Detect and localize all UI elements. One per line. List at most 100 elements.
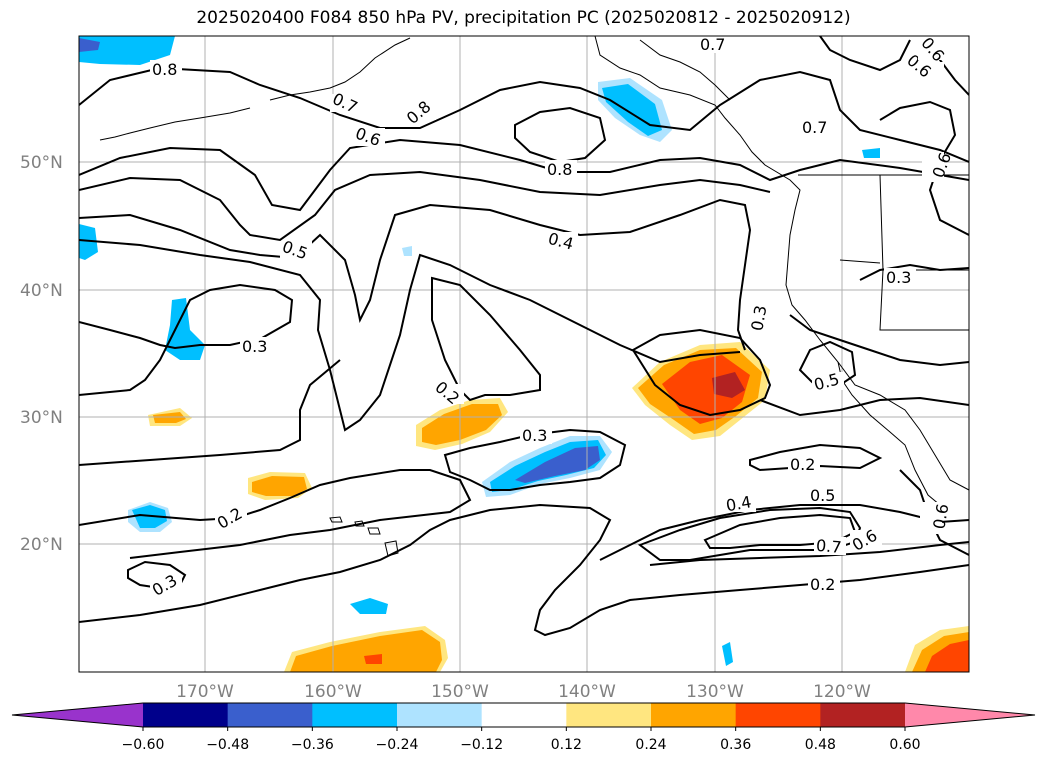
pv-contour [649,541,969,566]
contour-label: 0.3 [747,304,770,332]
colorbar-tick-label: −0.48 [206,737,249,753]
colorbar: −0.60 −0.48 −0.36 −0.24 −0.12 0.12 0.24 0.36 0.4… [11,702,1036,753]
contour-label: 0.3 [522,426,547,445]
contour-label-bg [918,36,950,60]
political-borders [798,174,969,331]
contour-label-bg [150,575,182,595]
contour-label-bg [240,337,272,355]
precip-region [364,654,382,664]
colorbar-tick-label: 0.48 [805,737,836,753]
precip-region [422,404,502,445]
colorbar-box [566,703,652,727]
colorbar-box [735,703,821,727]
contour-label: 0.8 [547,160,572,179]
contour-label-bg [520,426,552,444]
pv-contour [599,504,969,561]
colorbar-tick-label: 0.60 [889,737,920,753]
pv-contour [79,198,752,351]
contour-label: 0.5 [810,486,835,505]
pv-contour [859,263,969,281]
colorbar-tick-label: 0.12 [551,737,582,753]
colorbar-box [397,703,483,727]
pv-contour [631,328,772,417]
contour-label-bg [280,241,312,259]
coastline-hawaii [329,516,399,557]
precip-negative-shading [79,36,880,666]
pv-contour [79,170,771,242]
colorbar-box [227,703,313,727]
contour-label-bg [330,94,362,112]
contour-label-bg [432,384,464,404]
contour-label: 0.3 [242,337,267,356]
precip-region [515,446,600,483]
map-frame [78,35,970,673]
colorbar-box [143,703,229,727]
contour-label-bg [353,128,385,146]
precip-region [79,36,175,65]
contour-label-bg [922,152,944,182]
pv-contour [749,443,883,472]
contour-label: 0.4 [724,492,752,515]
contour-label-bg [884,268,916,286]
contour-label-bg [808,575,840,593]
contour-label-bg [404,102,436,120]
contour-label: 0.8 [152,60,177,79]
contour-label-bg [742,304,766,336]
coastline-north-america [594,36,969,491]
lat-tick-label: 20°N [20,535,63,555]
pv-contour [879,100,969,236]
pv-contour [759,396,969,417]
lon-tick-label: 160°W [304,682,362,702]
contour-label-bg [814,537,846,555]
contour-label-bg [912,62,944,80]
contour-label-bg [150,60,182,78]
coastline-islands [639,39,731,101]
precip-region [252,476,307,496]
pv-contour [443,428,627,491]
contour-label: 0.2 [810,575,835,594]
precip-region [79,38,100,52]
lat-tick-label: 40°N [20,281,63,301]
contour-label: 0.7 [700,35,725,54]
contour-label: 0.7 [802,118,827,137]
lon-axis: 170°W 160°W 150°W 140°W 130°W 120°W [176,682,871,702]
lat-tick-label: 30°N [20,408,63,428]
pv-contour [819,36,911,72]
precip-region [712,372,745,398]
pv-contour [79,503,969,637]
contour-label-bg [812,372,844,390]
coastline-baja [837,361,941,506]
colorbar-tick-label: −0.24 [376,737,419,753]
lon-tick-label: 120°W [813,682,871,702]
pv-contour [79,138,969,212]
colorbar-extend-low [12,703,143,727]
pv-contour [79,66,969,163]
precip-region [165,298,205,360]
colorbar-tick-label: −0.12 [460,737,503,753]
pv-contour [79,359,341,466]
pv-contour [431,276,541,402]
precip-region [79,224,98,260]
contour-label: 0.2 [214,504,246,533]
contour-label-bg [788,455,820,473]
map-title: 2025020400 F084 850 hPa PV, precipitatio… [196,8,851,28]
pv-contour [79,283,294,396]
contour-label-bg [724,494,756,512]
colorbar-tick-label: 0.36 [720,737,751,753]
contour-label-bg [800,118,832,136]
contour-label-bg [920,502,942,534]
colorbar-box [312,703,398,727]
coastline-alaska [99,107,251,141]
lat-tick-label: 50°N [20,153,63,173]
contour-label-bg [545,160,577,178]
contour-label-bg [215,508,247,528]
contour-label-bg [546,232,578,250]
colorbar-box [820,703,906,727]
contour-labels: 0.8 0.7 0.6 0.8 0.7 0.6 0.8 0.7 0.6 0.5 … [149,33,955,599]
contour-label: 0.3 [149,571,181,600]
contour-label-bg [808,486,840,504]
contour-label: 0.6 [929,502,952,530]
pv-contour [79,239,741,432]
lat-axis: 50°N 40°N 30°N 20°N [20,153,63,555]
